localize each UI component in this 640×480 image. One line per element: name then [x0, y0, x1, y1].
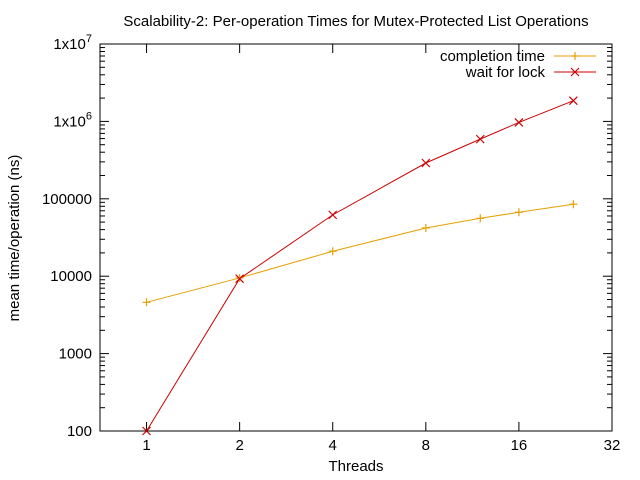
series-completion-time — [142, 200, 578, 307]
legend-label: completion time — [440, 48, 545, 65]
data-point — [421, 223, 430, 232]
y-tick-label: 1000 — [59, 346, 92, 363]
series-layer — [142, 96, 578, 436]
y-axis: 100 1000 10000 100000 1x106 1x107 — [42, 33, 612, 440]
x-tick-label: 32 — [604, 437, 621, 454]
y-tick-label: 100000 — [42, 191, 92, 208]
data-point — [421, 158, 431, 168]
data-point — [142, 426, 151, 436]
x-tick-label: 1 — [142, 437, 150, 454]
y-tick-label: 1x107 — [53, 33, 92, 53]
y-axis-label: mean time/operation (ns) — [6, 155, 23, 322]
legend-label: wait for lock — [465, 64, 546, 81]
series-line — [146, 100, 574, 432]
legend-marker — [571, 52, 579, 60]
x-tick-label: 2 — [235, 437, 243, 454]
x-tick-label: 4 — [329, 437, 337, 454]
data-point — [514, 117, 524, 127]
y-tick-label: 1x106 — [53, 110, 92, 130]
data-point — [235, 274, 245, 284]
y-tick-label: 100 — [67, 423, 92, 440]
data-point — [328, 210, 338, 220]
data-point — [568, 96, 578, 106]
data-point — [142, 298, 151, 307]
x-axis-label: Threads — [328, 458, 383, 475]
x-tick-label: 16 — [511, 437, 528, 454]
data-point — [475, 134, 485, 144]
series-line — [146, 203, 574, 303]
x-tick-label: 8 — [422, 437, 430, 454]
x-axis: 1 2 4 8 16 32 — [142, 44, 620, 454]
data-point — [569, 200, 578, 209]
legend-marker — [570, 67, 580, 77]
data-point — [476, 214, 485, 223]
chart-title: Scalability-2: Per-operation Times for M… — [123, 13, 588, 30]
plot-frame — [99, 43, 613, 432]
data-point — [328, 247, 337, 256]
data-point — [514, 208, 523, 217]
y-tick-label: 10000 — [50, 268, 92, 285]
series-wait-for-lock — [142, 96, 578, 436]
